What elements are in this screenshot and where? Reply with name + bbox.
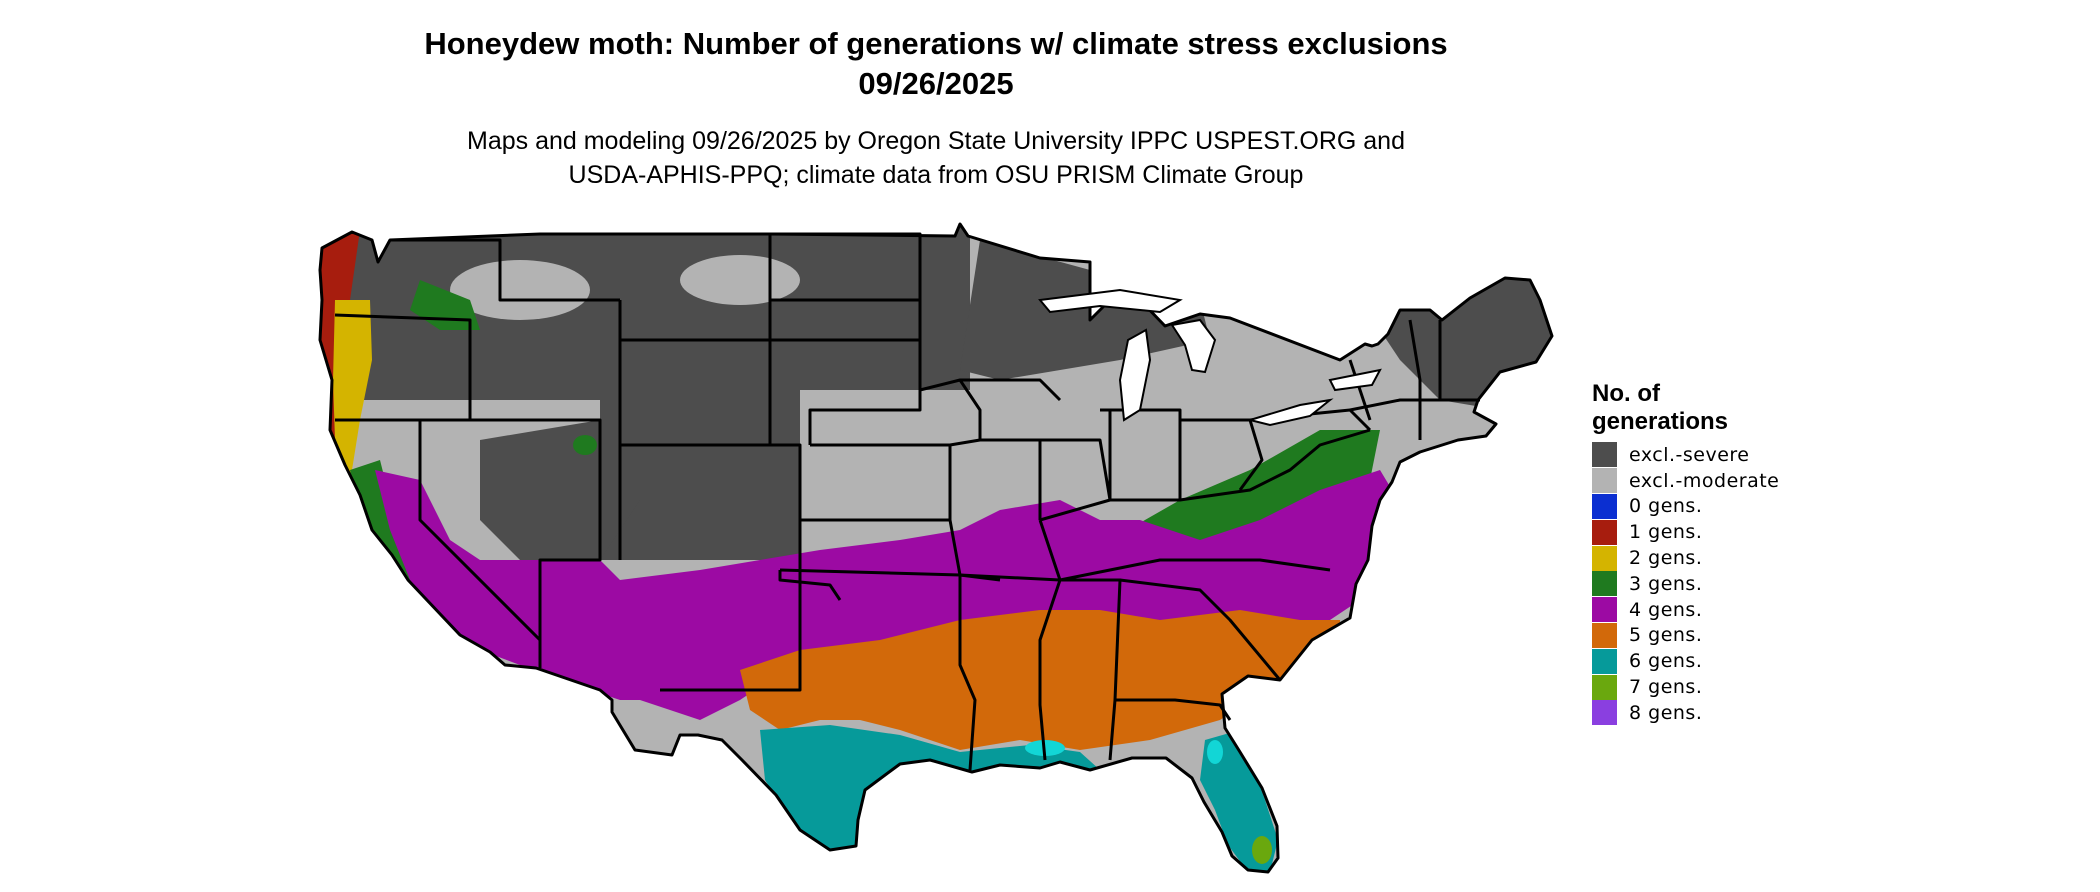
legend-title-line-2: generations (1592, 408, 1729, 435)
legend-title-line-1: No. of (1592, 380, 1660, 407)
legend-swatch (1592, 519, 1617, 545)
legend-swatch (1592, 700, 1617, 726)
legend-item: 2 gens. (1592, 545, 1852, 571)
legend-label: 4 gens. (1629, 598, 1703, 621)
legend-swatch (1592, 674, 1617, 700)
legend-label: excl.-moderate (1629, 469, 1780, 492)
map-legend: No. of generations excl.-severe excl.-mod… (1592, 380, 1852, 726)
legend-item: 7 gens. (1592, 674, 1852, 700)
legend-item: 3 gens. (1592, 571, 1852, 597)
legend-swatch (1592, 468, 1617, 494)
legend-item: 8 gens. (1592, 700, 1852, 726)
us-generations-map (300, 220, 1580, 892)
map-title: Honeydew moth: Number of generations w/ … (300, 24, 1572, 104)
title-line-1: Honeydew moth: Number of generations w/ … (424, 26, 1448, 61)
legend-item: excl.-moderate (1592, 468, 1852, 494)
legend-swatch (1592, 545, 1617, 571)
legend-item: 6 gens. (1592, 648, 1852, 674)
legend-label: 3 gens. (1629, 572, 1703, 595)
legend-swatch (1592, 493, 1617, 519)
legend-swatch (1592, 622, 1617, 648)
legend-label: 5 gens. (1629, 624, 1703, 647)
legend-label: 8 gens. (1629, 701, 1703, 724)
legend-label: 1 gens. (1629, 521, 1703, 544)
map-svg (318, 222, 1554, 874)
subtitle-line-2: USDA-APHIS-PPQ; climate data from OSU PR… (568, 161, 1304, 189)
legend-items: excl.-severe excl.-moderate 0 gens. 1 gens.… (1592, 442, 1852, 726)
legend-item: excl.-severe (1592, 442, 1852, 468)
legend-item: 4 gens. (1592, 597, 1852, 623)
state-borders (318, 222, 1554, 874)
legend-title: No. of generations (1592, 380, 1852, 436)
legend-label: 2 gens. (1629, 547, 1703, 570)
legend-item: 1 gens. (1592, 519, 1852, 545)
legend-label: excl.-severe (1629, 443, 1750, 466)
legend-label: 6 gens. (1629, 650, 1703, 673)
legend-swatch (1592, 442, 1617, 468)
legend-swatch (1592, 597, 1617, 623)
map-subtitle: Maps and modeling 09/26/2025 by Oregon S… (300, 124, 1572, 192)
legend-item: 5 gens. (1592, 622, 1852, 649)
great-lakes (1038, 288, 1382, 427)
title-date: 09/26/2025 (858, 66, 1014, 101)
legend-label: 7 gens. (1629, 676, 1703, 699)
map-fill-layer (320, 224, 1552, 872)
legend-label: 0 gens. (1629, 495, 1703, 518)
legend-item: 0 gens. (1592, 493, 1852, 520)
legend-swatch (1592, 648, 1617, 674)
legend-swatch (1592, 571, 1617, 597)
subtitle-line-1: Maps and modeling 09/26/2025 by Oregon S… (467, 127, 1405, 155)
